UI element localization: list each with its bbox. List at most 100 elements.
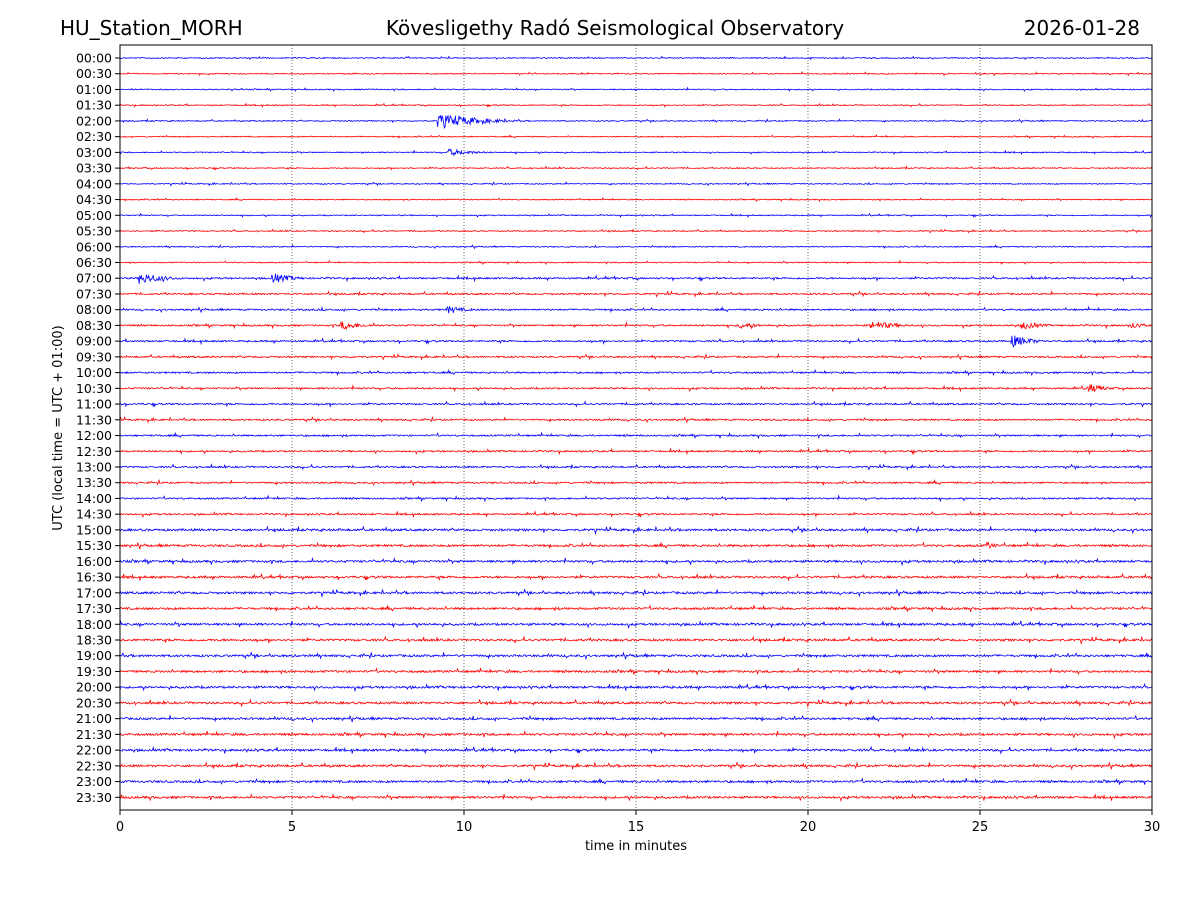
x-axis-label: time in minutes xyxy=(585,839,687,854)
y-tick-label: 18:30 xyxy=(76,633,112,648)
y-tick-label: 14:30 xyxy=(76,507,112,522)
trace-1700 xyxy=(119,588,1153,598)
trace-2330 xyxy=(119,793,1153,803)
trace-1300 xyxy=(119,463,1153,471)
traces xyxy=(119,55,1153,803)
trace-0430 xyxy=(119,196,1153,203)
y-tick-label: 02:00 xyxy=(76,113,112,128)
y-tick-label: 10:00 xyxy=(76,365,112,380)
trace-2100 xyxy=(119,714,1152,724)
trace-0600 xyxy=(120,243,1153,250)
trace-0730 xyxy=(119,289,1153,298)
trace-0500 xyxy=(119,212,1153,218)
y-tick-label: 04:00 xyxy=(76,176,112,191)
trace-0030 xyxy=(119,71,1153,77)
y-tick-label: 15:30 xyxy=(76,538,112,553)
y-tick-label: 11:00 xyxy=(76,397,112,412)
trace-0700 xyxy=(119,273,1153,284)
trace-1130 xyxy=(119,416,1153,424)
trace-1730 xyxy=(119,604,1153,612)
y-tick-label: 01:00 xyxy=(76,82,112,97)
chart-title: Kövesligethy Radó Seismological Observat… xyxy=(386,16,844,40)
y-tick-label: 09:30 xyxy=(76,349,112,364)
trace-1330 xyxy=(119,478,1153,487)
trace-2030 xyxy=(119,698,1153,708)
y-tick-label: 18:00 xyxy=(76,617,112,632)
trace-1600 xyxy=(119,557,1153,567)
y-tick-label: 20:00 xyxy=(76,680,112,695)
y-tick-label: 10:30 xyxy=(76,381,112,396)
y-tick-label: 05:00 xyxy=(76,208,112,223)
x-tick-label: 25 xyxy=(972,820,989,835)
y-axis-label: UTC (local time = UTC + 01:00) xyxy=(51,325,66,530)
y-tick-label: 07:30 xyxy=(76,286,112,301)
trace-0900 xyxy=(119,335,1153,348)
y-tick-label: 16:00 xyxy=(76,554,112,569)
y-tick-label: 03:00 xyxy=(76,145,112,160)
x-tick-label: 5 xyxy=(288,820,296,835)
trace-1230 xyxy=(119,447,1152,456)
trace-1000 xyxy=(119,368,1153,377)
x-ticks: 0 5 10 15 20 25 30 xyxy=(116,810,1160,835)
trace-0000 xyxy=(119,55,1153,61)
trace-0330 xyxy=(119,165,1153,171)
x-tick-label: 30 xyxy=(1144,820,1161,835)
y-tick-label: 19:00 xyxy=(76,648,112,663)
y-tick-label: 11:30 xyxy=(76,412,112,427)
trace-0530 xyxy=(119,228,1153,234)
trace-1830 xyxy=(119,635,1153,646)
trace-0230 xyxy=(119,134,1153,140)
trace-0130 xyxy=(119,102,1153,108)
y-tick-label: 15:00 xyxy=(76,522,112,537)
y-tick-label: 19:30 xyxy=(76,664,112,679)
date-label: 2026-01-28 xyxy=(1024,16,1140,40)
y-tick-label: 03:30 xyxy=(76,161,112,176)
y-tick-label: 09:00 xyxy=(76,334,112,349)
trace-0830 xyxy=(119,320,1153,330)
trace-0800 xyxy=(119,305,1153,314)
trace-1030 xyxy=(119,384,1153,393)
trace-2300 xyxy=(119,777,1153,785)
trace-1400 xyxy=(119,494,1153,503)
grid-lines xyxy=(291,45,981,810)
y-tick-label: 20:30 xyxy=(76,695,112,710)
x-tick-label: 10 xyxy=(456,820,473,835)
trace-1100 xyxy=(119,400,1153,408)
trace-2130 xyxy=(119,730,1153,740)
y-tick-label: 17:00 xyxy=(76,585,112,600)
y-tick-label: 07:00 xyxy=(76,271,112,286)
y-ticks: 00:0000:3001:0001:3002:0002:3003:0003:30… xyxy=(76,51,120,805)
y-tick-label: 17:30 xyxy=(76,601,112,616)
y-tick-label: 06:00 xyxy=(76,239,112,254)
y-tick-label: 21:30 xyxy=(76,727,112,742)
y-tick-label: 08:30 xyxy=(76,318,112,333)
trace-1930 xyxy=(119,667,1153,676)
trace-1500 xyxy=(119,525,1153,535)
y-tick-label: 12:30 xyxy=(76,444,112,459)
trace-0100 xyxy=(119,86,1153,93)
x-tick-label: 0 xyxy=(116,820,124,835)
y-tick-label: 22:30 xyxy=(76,758,112,773)
trace-1630 xyxy=(119,572,1153,582)
y-tick-label: 00:30 xyxy=(76,66,112,81)
trace-0200 xyxy=(119,114,1153,130)
y-tick-label: 16:30 xyxy=(76,570,112,585)
y-tick-label: 08:00 xyxy=(76,302,112,317)
trace-0630 xyxy=(119,259,1153,266)
trace-2230 xyxy=(119,761,1153,771)
y-tick-label: 12:00 xyxy=(76,428,112,443)
y-tick-label: 21:00 xyxy=(76,711,112,726)
y-tick-label: 05:30 xyxy=(76,224,112,239)
y-tick-label: 01:30 xyxy=(76,98,112,113)
trace-2000 xyxy=(119,682,1153,693)
y-tick-label: 13:00 xyxy=(76,459,112,474)
trace-1900 xyxy=(119,651,1153,661)
y-tick-label: 23:00 xyxy=(76,774,112,789)
y-tick-label: 22:00 xyxy=(76,743,112,758)
y-tick-label: 00:00 xyxy=(76,51,112,66)
trace-0930 xyxy=(119,352,1153,361)
trace-2200 xyxy=(119,745,1153,755)
trace-0400 xyxy=(119,181,1153,187)
x-tick-label: 20 xyxy=(800,820,817,835)
